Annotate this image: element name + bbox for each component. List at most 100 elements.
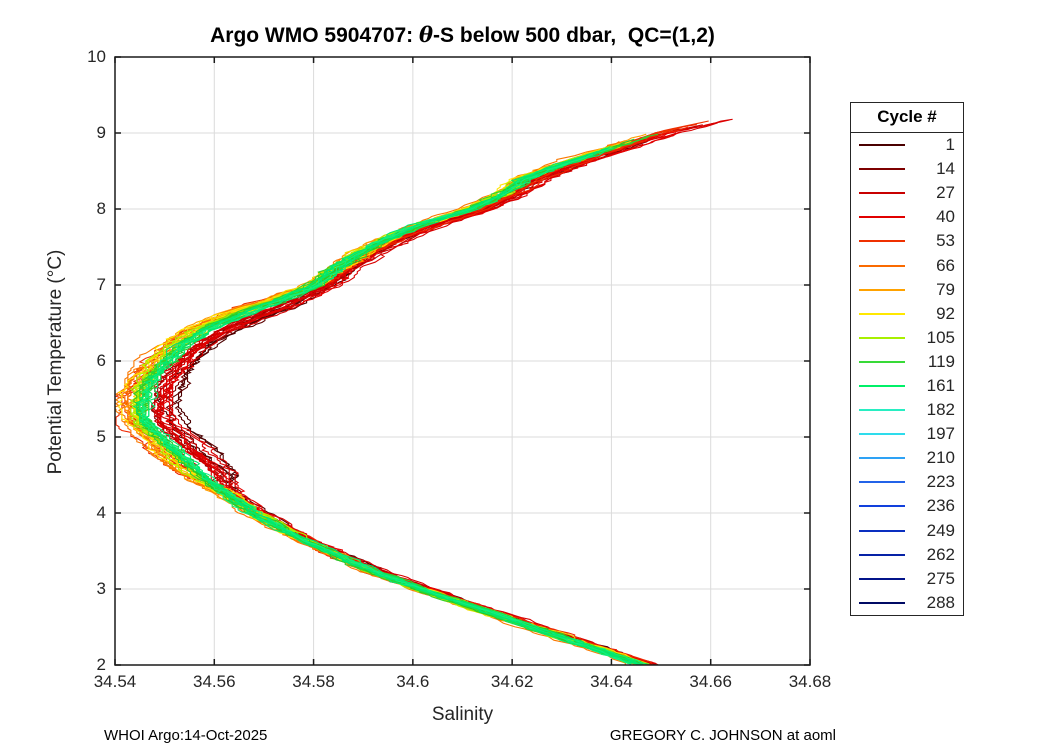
legend-line-sample [859, 192, 905, 195]
legend-title: Cycle # [851, 103, 963, 133]
legend-entry-label: 119 [927, 351, 955, 371]
profile-line-red [153, 125, 697, 664]
y-tick-label: 4 [96, 503, 106, 522]
profile-line-green [141, 143, 644, 665]
profile-line-red [157, 118, 733, 665]
legend-line-sample [859, 505, 905, 508]
legend-entry-label: 262 [926, 544, 955, 564]
x-tick-label: 34.66 [689, 672, 732, 691]
profile-line-yellow [133, 152, 644, 664]
profile-line-orange [117, 140, 638, 665]
profile-line-yellowgreen [137, 147, 650, 665]
footer-credit: GREGORY C. JOHNSON at aoml [609, 727, 836, 744]
legend-line-sample [859, 336, 905, 339]
legend-entry-label: 182 [926, 400, 955, 420]
legend-entry: 14 [851, 157, 963, 181]
legend-entry-label: 249 [926, 520, 955, 540]
legend-entry: 262 [851, 543, 963, 567]
legend-line-sample [859, 409, 905, 412]
legend-line-sample [859, 457, 905, 460]
profile-line-green [139, 151, 644, 664]
legend-entry-label: 79 [936, 279, 955, 299]
legend-line-sample [859, 601, 905, 604]
legend-entry: 40 [851, 205, 963, 229]
legend-entry: 249 [851, 519, 963, 543]
legend-entry-label: 288 [926, 592, 955, 612]
legend-entry-label: 275 [926, 568, 955, 588]
legend-entry-label: 66 [936, 255, 955, 275]
legend-entry-label: 27 [936, 183, 955, 203]
legend-entry: 53 [851, 229, 963, 253]
profile-line-green [139, 133, 659, 665]
profile-line-springgreen [144, 145, 638, 664]
legend-line-sample [859, 240, 905, 243]
profile-line-green [132, 138, 641, 665]
legend-line-sample [859, 144, 905, 147]
profile-lines [115, 118, 733, 665]
footer-provenance: WHOI Argo:14-Oct-2025 [104, 727, 268, 744]
legend-entry: 66 [851, 253, 963, 277]
profile-line-yellow [135, 140, 647, 665]
legend: Cycle # 1 14 27 40 53 66 79 92 105 119 161 182 197 21… [850, 102, 964, 616]
y-tick-label: 5 [96, 427, 106, 446]
profile-line-yellowgreen [132, 149, 641, 664]
x-tick-label: 34.62 [490, 672, 534, 691]
legend-line-sample [859, 216, 905, 219]
profile-line-yellowgreen [132, 149, 629, 665]
legend-entry: 105 [851, 326, 963, 350]
legend-entry: 27 [851, 181, 963, 205]
profile-line-springgreen [141, 152, 632, 665]
y-tick-label: 3 [96, 579, 106, 598]
legend-line-sample [859, 529, 905, 532]
profile-line-yellowgreen [129, 145, 644, 665]
legend-entry: 1 [851, 133, 963, 157]
profile-line-red [157, 122, 718, 665]
y-tick-label: 6 [96, 351, 106, 370]
plot-title-prefix: Argo WMO 5904707: [210, 24, 420, 47]
legend-line-sample [859, 553, 905, 556]
legend-entry: 119 [851, 350, 963, 374]
y-tick-label: 2 [96, 655, 106, 674]
legend-entry: 288 [851, 591, 963, 615]
legend-line-sample [859, 384, 905, 387]
profile-line-yellowgreen [142, 147, 644, 665]
y-tick-label: 8 [96, 199, 106, 218]
y-tick-label: 10 [87, 47, 106, 66]
legend-entry-label: 223 [926, 472, 955, 492]
plot-title: Argo WMO 5904707: θ-S below 500 dbar, QC… [115, 22, 810, 48]
profile-line-orangered [129, 140, 653, 664]
legend-entry-label: 1 [945, 135, 955, 155]
profile-line-orange [120, 145, 626, 665]
legend-entry-label: 161 [926, 375, 955, 395]
profile-line-red [163, 131, 683, 665]
profile-line-yellow [117, 154, 644, 665]
profile-line-yellow [132, 152, 650, 665]
legend-entry: 79 [851, 278, 963, 302]
x-tick-label: 34.68 [788, 672, 832, 691]
y-tick-label: 9 [96, 123, 106, 142]
profile-line-yellowgreen [129, 145, 647, 665]
profile-line-orange [120, 143, 635, 665]
theta-symbol: θ [419, 22, 434, 47]
x-tick-label: 34.58 [292, 672, 335, 691]
profile-line-green [135, 151, 644, 665]
profile-line-orange [124, 133, 647, 665]
legend-line-sample [859, 577, 905, 580]
legend-line-sample [859, 360, 905, 363]
legend-line-sample [859, 288, 905, 291]
profile-line-springgreen [132, 151, 644, 665]
profile-line-orange [138, 148, 647, 665]
legend-entry-label: 236 [926, 496, 955, 516]
legend-entry: 236 [851, 494, 963, 518]
x-axis-label: Salinity [431, 704, 494, 725]
legend-entry-label: 105 [926, 327, 955, 347]
legend-entry-label: 92 [936, 303, 955, 323]
x-tick-label: 34.54 [93, 672, 137, 691]
profile-line-orange [115, 141, 641, 665]
profile-line-green [135, 151, 641, 664]
legend-line-sample [859, 168, 905, 171]
profile-line-yellow [132, 147, 644, 665]
profile-line-springgreen [138, 147, 632, 665]
profile-line-darkred [151, 142, 644, 664]
